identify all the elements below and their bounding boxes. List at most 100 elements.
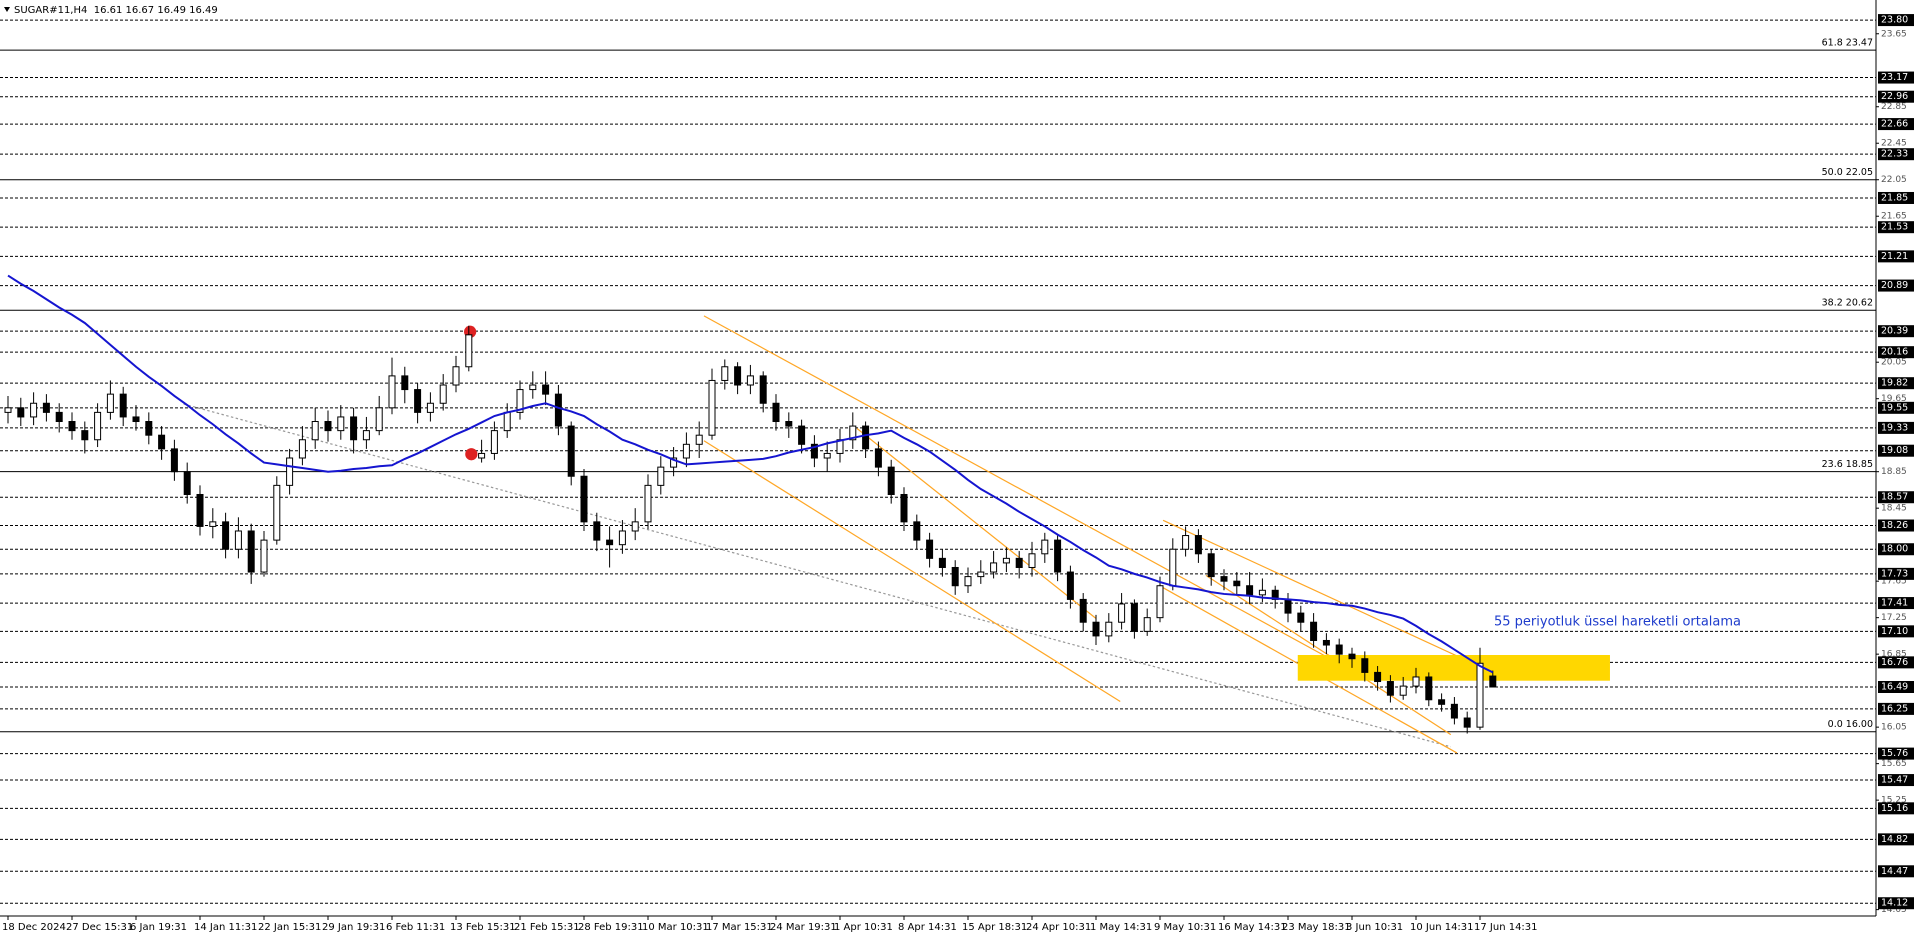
candle-body bbox=[1194, 535, 1202, 555]
y-tick-label: 22.05 bbox=[1881, 175, 1907, 185]
candle-body bbox=[17, 407, 25, 418]
level-label: 21.85 bbox=[1881, 192, 1908, 203]
candle-body bbox=[503, 411, 511, 432]
y-tick-label: 15.65 bbox=[1881, 759, 1907, 769]
x-tick-label: 9 May 10:31 bbox=[1154, 922, 1216, 933]
candle-body bbox=[964, 576, 972, 587]
candle-body bbox=[337, 416, 345, 432]
candle-body bbox=[938, 557, 946, 568]
candle-body bbox=[849, 425, 857, 441]
level-label-bg bbox=[1878, 325, 1914, 338]
candle-body bbox=[1041, 539, 1049, 555]
candle-body bbox=[1182, 535, 1190, 550]
level-label: 18.57 bbox=[1881, 492, 1908, 503]
level-label: 15.76 bbox=[1881, 748, 1908, 759]
level-label-bg bbox=[1878, 118, 1914, 131]
collapse-icon[interactable] bbox=[4, 7, 10, 12]
level-label-bg bbox=[1878, 346, 1914, 359]
candle-body bbox=[644, 484, 652, 523]
fib-label: 61.8 23.47 bbox=[1822, 38, 1873, 49]
candle-body bbox=[977, 571, 985, 578]
level-label: 14.47 bbox=[1881, 866, 1908, 877]
candle-body bbox=[913, 521, 921, 541]
candle-body bbox=[55, 411, 63, 423]
level-label-bg bbox=[1878, 377, 1914, 390]
fib-label: 50.0 22.05 bbox=[1822, 167, 1873, 178]
fib-label: 0.0 16.00 bbox=[1828, 719, 1873, 730]
candle-body bbox=[926, 539, 934, 559]
level-label: 19.33 bbox=[1881, 422, 1908, 433]
x-tick-label: 17 Mar 15:31 bbox=[706, 922, 773, 933]
level-label: 20.89 bbox=[1881, 280, 1908, 291]
candle-body bbox=[132, 416, 140, 423]
level-label: 19.55 bbox=[1881, 402, 1908, 413]
candle-body bbox=[1092, 621, 1100, 637]
level-label: 16.49 bbox=[1881, 682, 1908, 693]
x-tick-label: 27 Dec 15:31 bbox=[66, 922, 133, 933]
x-tick-label: 1 Apr 10:31 bbox=[834, 922, 893, 933]
candle-body bbox=[887, 466, 895, 495]
x-tick-label: 23 May 18:31 bbox=[1282, 922, 1351, 933]
candle-body bbox=[1105, 621, 1113, 637]
candle-body bbox=[900, 493, 908, 523]
level-label-bg bbox=[1878, 625, 1914, 638]
level-label: 22.66 bbox=[1881, 119, 1908, 130]
level-label-bg bbox=[1878, 597, 1914, 610]
x-tick-label: 8 Apr 14:31 bbox=[898, 922, 957, 933]
channel-line bbox=[703, 315, 1335, 662]
candle-body bbox=[798, 425, 806, 445]
candle-body bbox=[1207, 553, 1215, 578]
candle-body bbox=[721, 366, 729, 381]
candle-body bbox=[362, 430, 370, 441]
level-label-bg bbox=[1878, 279, 1914, 292]
level-label-bg bbox=[1878, 148, 1914, 161]
candle-body bbox=[196, 493, 204, 527]
candle-body bbox=[1015, 557, 1023, 568]
level-label-bg bbox=[1878, 681, 1914, 693]
candle-body bbox=[1322, 639, 1330, 646]
candle-body bbox=[1079, 598, 1087, 623]
level-label-bg bbox=[1878, 567, 1914, 580]
candle-body bbox=[1335, 644, 1343, 655]
fib-label: 38.2 20.62 bbox=[1822, 298, 1873, 309]
candle-body bbox=[1169, 548, 1177, 587]
candle-body bbox=[567, 425, 575, 477]
level-label-bg bbox=[1878, 833, 1914, 846]
annotation: 55 periyotluk üssel hareketli ortalama bbox=[1494, 615, 1741, 630]
candle-body bbox=[273, 484, 281, 541]
candle-body bbox=[1438, 699, 1446, 705]
candle-body bbox=[823, 452, 831, 459]
candle-body bbox=[772, 402, 780, 423]
candle-body bbox=[414, 389, 422, 413]
candle-body bbox=[734, 366, 742, 386]
y-tick-label: 16.85 bbox=[1881, 650, 1907, 660]
candle-body bbox=[311, 421, 319, 441]
candle-body bbox=[1246, 585, 1254, 596]
candle-body bbox=[1476, 662, 1484, 728]
candle-body bbox=[1297, 612, 1305, 623]
candle-body bbox=[1463, 717, 1471, 728]
candle-body bbox=[1489, 675, 1497, 688]
trend-line bbox=[183, 403, 1451, 748]
candle-body bbox=[1386, 681, 1394, 696]
level-layer: 61.8 23.47 50.0 22.05 38.2 20.62 23.6 18.85… bbox=[0, 19, 1876, 904]
candle-body bbox=[1028, 553, 1036, 568]
candle-body bbox=[1374, 671, 1382, 683]
level-label: 16.76 bbox=[1881, 657, 1908, 668]
candle-body bbox=[209, 521, 217, 527]
level-label-bg bbox=[1878, 774, 1914, 787]
level-label-bg bbox=[1878, 444, 1914, 457]
candle-body bbox=[862, 425, 870, 450]
candle-body bbox=[682, 443, 690, 459]
x-tick-label: 24 Mar 19:31 bbox=[770, 922, 837, 933]
y-tick-label: 22.45 bbox=[1881, 139, 1907, 149]
candle-body bbox=[1284, 598, 1292, 614]
level-label: 15.16 bbox=[1881, 803, 1908, 814]
candle-body bbox=[542, 384, 550, 395]
level-label: 17.10 bbox=[1881, 626, 1908, 637]
level-label-bg bbox=[1878, 90, 1914, 103]
candle-body bbox=[670, 457, 678, 468]
x-tick-label: 18 Dec 2024 bbox=[2, 922, 66, 933]
candle-body bbox=[324, 421, 332, 432]
candle-body bbox=[298, 439, 306, 459]
